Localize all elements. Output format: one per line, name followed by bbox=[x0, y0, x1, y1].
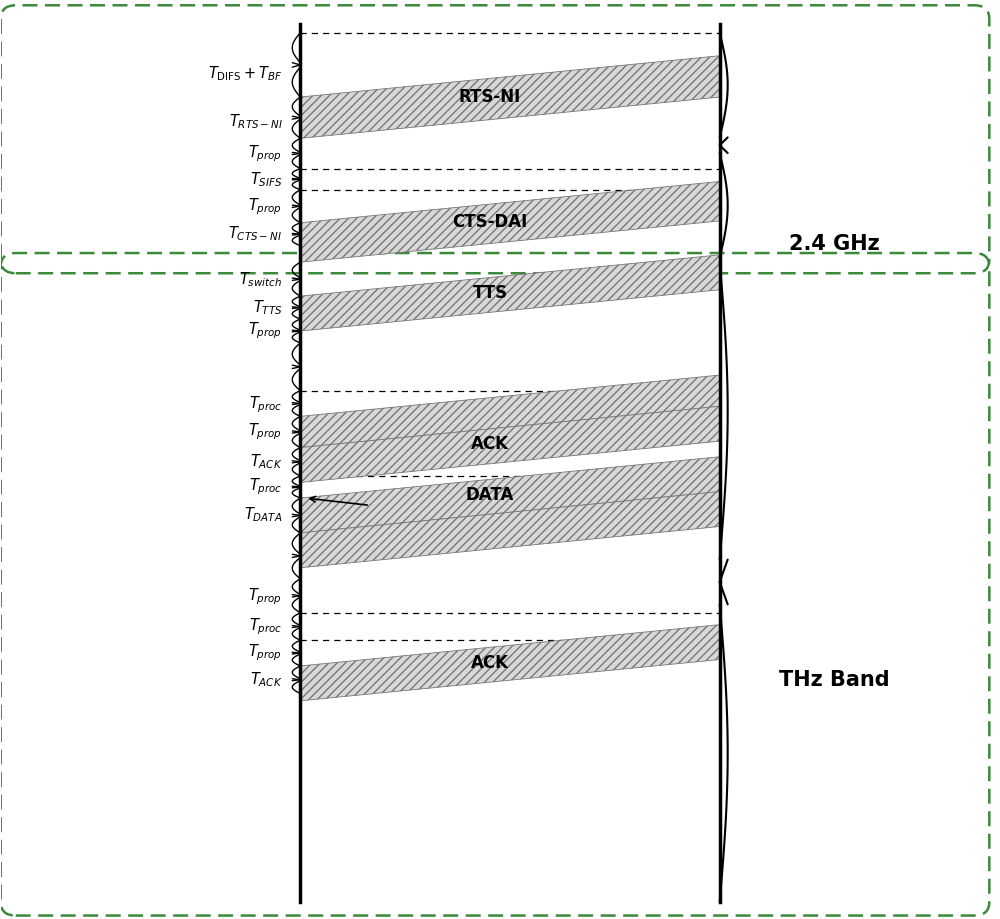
Text: $T_{DATA}$: $T_{DATA}$ bbox=[244, 505, 282, 524]
Polygon shape bbox=[300, 181, 720, 262]
Text: TTS: TTS bbox=[472, 284, 508, 302]
Polygon shape bbox=[300, 457, 720, 533]
Text: $T_{prop}$: $T_{prop}$ bbox=[248, 587, 282, 607]
Polygon shape bbox=[300, 625, 720, 701]
Text: $T_{proc}$: $T_{proc}$ bbox=[249, 617, 282, 637]
Text: CTS-DAI: CTS-DAI bbox=[452, 213, 528, 231]
Text: $T_{prop}$: $T_{prop}$ bbox=[248, 143, 282, 165]
Text: $T_{ACK}$: $T_{ACK}$ bbox=[250, 452, 282, 471]
Text: $T_{\mathrm{DIFS}} + T_{BF}$: $T_{\mathrm{DIFS}} + T_{BF}$ bbox=[208, 64, 282, 84]
Polygon shape bbox=[300, 375, 720, 448]
Text: $T_{prop}$: $T_{prop}$ bbox=[248, 422, 282, 442]
Text: $T_{prop}$: $T_{prop}$ bbox=[248, 321, 282, 341]
Text: $T_{RTS-NI}$: $T_{RTS-NI}$ bbox=[229, 112, 282, 131]
Text: $T_{ACK}$: $T_{ACK}$ bbox=[250, 670, 282, 689]
Text: $T_{TTS}$: $T_{TTS}$ bbox=[253, 298, 282, 316]
Text: $T_{SIFS}$: $T_{SIFS}$ bbox=[250, 170, 282, 189]
Text: $T_{proc}$: $T_{proc}$ bbox=[249, 394, 282, 414]
Text: RTS-NI: RTS-NI bbox=[459, 88, 521, 106]
Text: DATA: DATA bbox=[466, 486, 514, 504]
Text: ACK: ACK bbox=[471, 653, 509, 672]
Text: $T_{switch}$: $T_{switch}$ bbox=[239, 270, 282, 289]
Text: $T_{prop}$: $T_{prop}$ bbox=[248, 642, 282, 664]
Text: 2.4 GHz: 2.4 GHz bbox=[789, 233, 880, 254]
Polygon shape bbox=[300, 56, 720, 139]
Polygon shape bbox=[300, 406, 720, 482]
Polygon shape bbox=[300, 492, 720, 568]
Text: $T_{proc}$: $T_{proc}$ bbox=[249, 477, 282, 497]
Text: $T_{prop}$: $T_{prop}$ bbox=[248, 196, 282, 217]
Polygon shape bbox=[300, 255, 720, 331]
Text: $T_{CTS-NI}$: $T_{CTS-NI}$ bbox=[228, 224, 282, 244]
Text: THz Band: THz Band bbox=[779, 670, 890, 690]
Text: ACK: ACK bbox=[471, 436, 509, 453]
